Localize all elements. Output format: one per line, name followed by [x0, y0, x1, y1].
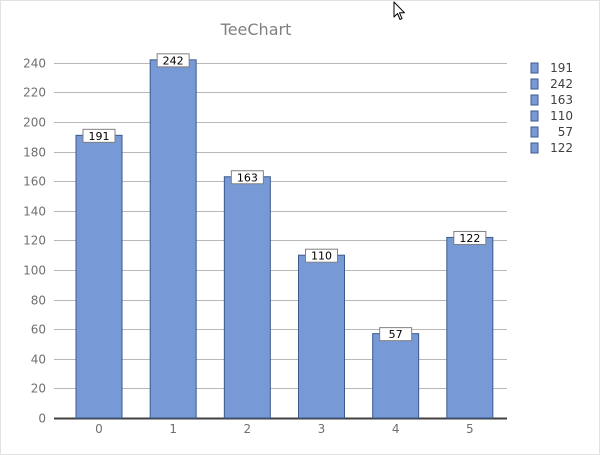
bar: [75, 134, 123, 419]
data-label: 122: [459, 232, 480, 245]
legend-entry: 191: [550, 61, 573, 75]
legend-swatch: [530, 78, 539, 90]
data-label-box: [453, 230, 487, 245]
y-tick-label: 220: [23, 86, 46, 100]
chart-title: TeeChart: [220, 20, 292, 39]
x-tick-label: 1: [169, 422, 177, 436]
data-label-box: [230, 170, 264, 185]
legend-swatch: [530, 62, 539, 74]
data-label-box: [82, 128, 116, 143]
data-labels: 191 242 163 110 57 122: [82, 53, 487, 342]
y-tick-label: 80: [31, 294, 46, 308]
legend-entry: 163: [550, 93, 573, 107]
legend-entry: 110: [550, 109, 573, 123]
data-label: 191: [89, 130, 110, 143]
bar: [149, 59, 197, 419]
legend-swatch: [530, 142, 539, 154]
data-label-box: [379, 327, 413, 342]
x-tick-label: 3: [318, 422, 326, 436]
x-tick-label: 0: [95, 422, 103, 436]
legend-entry: 57: [558, 125, 573, 139]
data-label: 110: [311, 250, 332, 263]
data-label: 242: [163, 54, 184, 67]
bar: [372, 333, 420, 419]
data-label: 163: [237, 171, 258, 184]
data-label: 57: [389, 328, 403, 341]
y-axis-tick-labels: 0 20 40 60 80 100 120 140 160 180 200 220 240: [23, 57, 46, 426]
legend: 191 242 163 110 57 122: [530, 61, 573, 155]
y-tick-label: 100: [23, 264, 46, 278]
y-tick-label: 0: [38, 412, 46, 426]
y-tick-label: 160: [23, 175, 46, 189]
y-tick-label: 240: [23, 57, 46, 71]
bars: [75, 59, 494, 419]
legend-swatch: [530, 94, 539, 106]
y-tick-label: 20: [31, 382, 46, 396]
gridlines: [54, 63, 507, 420]
x-axis-tick-labels: 0 1 2 3 4 5: [95, 422, 473, 436]
legend-entry: 242: [550, 77, 573, 91]
y-tick-label: 40: [31, 353, 46, 367]
bar: [298, 254, 345, 419]
y-tick-label: 60: [31, 323, 46, 337]
y-tick-label: 120: [23, 234, 46, 248]
x-tick-label: 2: [244, 422, 252, 436]
legend-swatch: [530, 126, 539, 138]
legend-swatch: [530, 110, 539, 122]
data-label-box: [156, 53, 190, 68]
data-label-box: [305, 248, 338, 263]
y-tick-label: 180: [23, 146, 46, 160]
y-tick-label: 200: [23, 116, 46, 130]
bar: [446, 236, 494, 419]
legend-entry: 122: [550, 141, 573, 155]
x-tick-label: 4: [392, 422, 400, 436]
bar: [223, 176, 271, 419]
x-tick-label: 5: [466, 422, 474, 436]
mouse-pointer-icon: [393, 1, 405, 20]
y-tick-label: 140: [23, 205, 46, 219]
